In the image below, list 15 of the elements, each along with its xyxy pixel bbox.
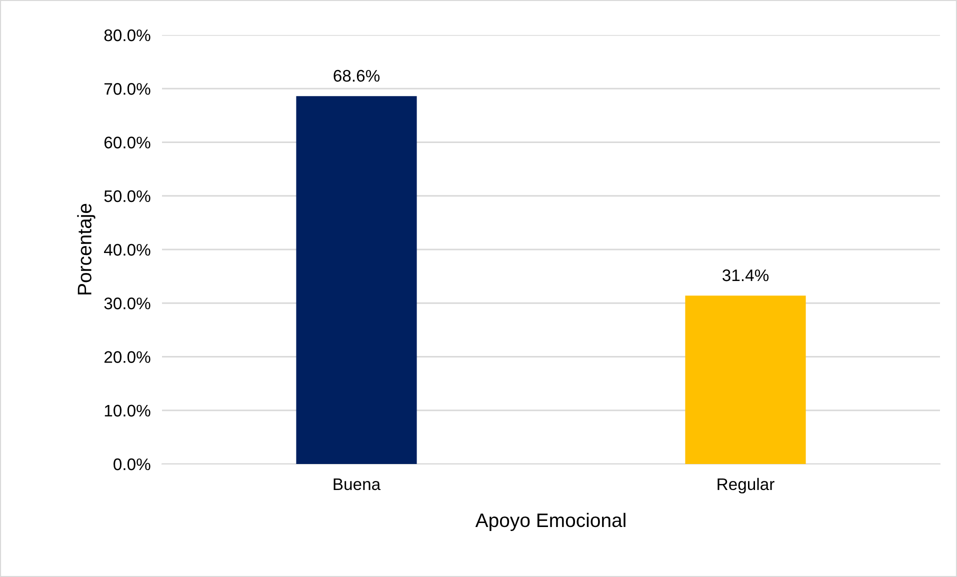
y-tick-label: 30.0% [104,298,150,310]
y-tick-label: 80.0% [104,29,150,42]
x-axis-title: Apoyo Emocional [475,512,626,531]
y-tick-label: 50.0% [104,190,150,202]
data-label: 31.4% [722,269,769,282]
x-tick-label: Regular [718,478,774,494]
x-tick-label: Buena [334,478,381,490]
y-tick-label: 10.0% [104,404,150,417]
y-tick-label: 60.0% [104,136,150,148]
y-tick-label: 70.0% [104,83,150,95]
y-axis-title: Porcentaje [77,204,96,294]
y-tick-label: 20.0% [104,351,150,363]
y-tick-label: 40.0% [104,244,150,256]
y-tick-label: 0.0% [114,458,150,470]
data-label: 68.6% [334,70,380,82]
